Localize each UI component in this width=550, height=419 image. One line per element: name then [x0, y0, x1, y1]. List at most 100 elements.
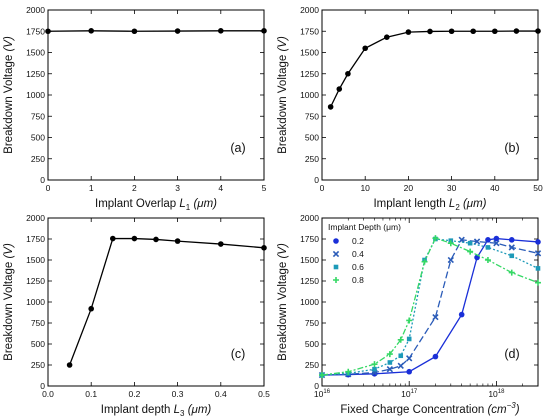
data-point: [427, 28, 433, 35]
data-point: [421, 258, 428, 265]
x-tick-label: 1016: [314, 389, 331, 399]
x-tick-label: 40: [490, 183, 500, 193]
x-tick-label: 20: [404, 183, 414, 193]
panel-label: (d): [504, 347, 519, 361]
y-tick-label: 750: [305, 318, 319, 328]
data-point: [467, 248, 474, 255]
data-point: [493, 235, 500, 242]
data-point: [218, 241, 224, 247]
data-point: [406, 355, 413, 362]
data-point: [397, 336, 404, 343]
panel-c: 0 250 500 750 1000 1250 1500 1750 2000 0.0 0.1 0.2 0…: [3, 213, 270, 418]
data-point: [508, 269, 515, 276]
y-tick-label: 0: [40, 175, 45, 185]
series-b: [327, 28, 541, 110]
data-point: [384, 34, 390, 40]
y-tick-label: 1750: [26, 26, 45, 36]
data-point: [131, 235, 138, 242]
x-axis-label: Implant length L2 (μm): [373, 198, 486, 212]
data-point: [405, 29, 412, 35]
data-point: [492, 28, 498, 35]
x-tick-label: 0.5: [258, 389, 270, 399]
legend-title: Implant Depth (μm): [328, 222, 401, 232]
data-point: [508, 244, 515, 251]
x-axis-label: Implant Overlap L1 (μm): [95, 198, 217, 212]
x-tick-label: 50: [533, 183, 543, 193]
data-point: [174, 238, 181, 244]
data-point: [345, 70, 351, 77]
data-point: [458, 311, 465, 318]
data-point: [484, 257, 491, 263]
y-tick-label: 1000: [300, 90, 319, 100]
legend-entry: 0.2: [352, 236, 364, 246]
y-tick-label: 1750: [300, 234, 319, 244]
x-tick-label: 0.1: [85, 389, 97, 399]
data-point: [448, 28, 455, 35]
y-axis-label: Breakdown Voltage (V): [277, 36, 289, 154]
data-point: [66, 362, 73, 368]
data-point: [386, 366, 394, 373]
y-tick-label: 1250: [26, 69, 45, 79]
x-tick-label: 2: [132, 183, 137, 193]
y-tick-label: 0: [314, 175, 319, 185]
x-tick-label: 0.0: [42, 389, 54, 399]
data-point: [447, 256, 454, 264]
data-point: [88, 28, 94, 34]
x-axis-label: Fixed Charge Concentration (cm−3): [340, 401, 519, 416]
y-tick-label: 1750: [300, 26, 319, 36]
data-point: [509, 253, 515, 259]
data-point: [513, 28, 520, 34]
y-tick-label: 1500: [26, 48, 45, 58]
panel-label: (c): [231, 347, 246, 361]
y-tick-label: 1750: [26, 234, 45, 244]
y-tick-label: 750: [31, 111, 45, 121]
data-point: [88, 305, 94, 312]
legend: Implant Depth (μm) 0.2 0.4 0.6 0.8: [328, 222, 401, 285]
y-tick-label: 2000: [26, 213, 45, 223]
data-point: [153, 236, 159, 243]
y-tick-label: 1250: [26, 276, 45, 286]
data-point: [319, 372, 325, 379]
y-tick-label: 500: [305, 133, 319, 143]
data-point: [535, 28, 541, 34]
data-point: [345, 368, 352, 375]
data-point: [327, 104, 334, 110]
legend-marker: [332, 250, 340, 258]
y-tick-label: 2000: [26, 5, 45, 15]
data-point: [470, 28, 477, 35]
y-tick-label: 1000: [26, 297, 45, 307]
x-tick-label: 30: [447, 183, 457, 193]
x-tick-label: 0.4: [215, 389, 227, 399]
series-0-8: [319, 235, 541, 379]
series-c: [66, 235, 267, 368]
y-tick-label: 1000: [26, 90, 45, 100]
series-a: [45, 28, 267, 35]
x-tick-label: 0: [320, 183, 325, 193]
y-tick-label: 500: [31, 133, 45, 143]
series-line: [330, 30, 538, 108]
y-tick-label: 500: [305, 339, 319, 349]
data-point: [406, 368, 412, 375]
legend-marker: [333, 264, 339, 270]
data-point: [371, 361, 378, 368]
series-line: [68, 237, 265, 366]
data-point: [467, 240, 473, 246]
y-tick-label: 250: [305, 360, 319, 370]
data-point: [406, 336, 412, 342]
legend-entry: 0.4: [352, 249, 364, 259]
panel-b: 0 250 500 750 1000 1250 1500 1750 2000 0 10 20 30 40 5…: [277, 5, 543, 212]
data-point: [261, 28, 267, 34]
data-point: [535, 279, 541, 286]
panel-label: (a): [230, 141, 245, 155]
data-point: [432, 353, 439, 360]
data-point: [485, 237, 491, 243]
x-tick-label: 1018: [488, 389, 505, 399]
legend-entry: 0.6: [352, 262, 364, 272]
x-tick-label: 10: [360, 183, 370, 193]
data-point: [397, 362, 404, 370]
y-tick-label: 1500: [300, 48, 319, 58]
y-axis-label: Breakdown Voltage (V): [277, 243, 289, 361]
y-tick-label: 250: [31, 154, 45, 164]
y-tick-label: 1250: [300, 276, 319, 286]
